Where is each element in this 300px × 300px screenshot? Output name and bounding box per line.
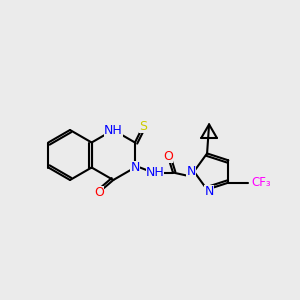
Text: NH: NH xyxy=(104,124,123,136)
Text: N: N xyxy=(130,161,140,174)
Text: O: O xyxy=(163,150,173,163)
Text: N: N xyxy=(204,185,214,198)
Text: O: O xyxy=(94,185,104,199)
Text: N: N xyxy=(186,165,196,178)
Text: S: S xyxy=(139,120,147,133)
Text: CF₃: CF₃ xyxy=(251,176,271,189)
Text: NH: NH xyxy=(146,166,164,179)
